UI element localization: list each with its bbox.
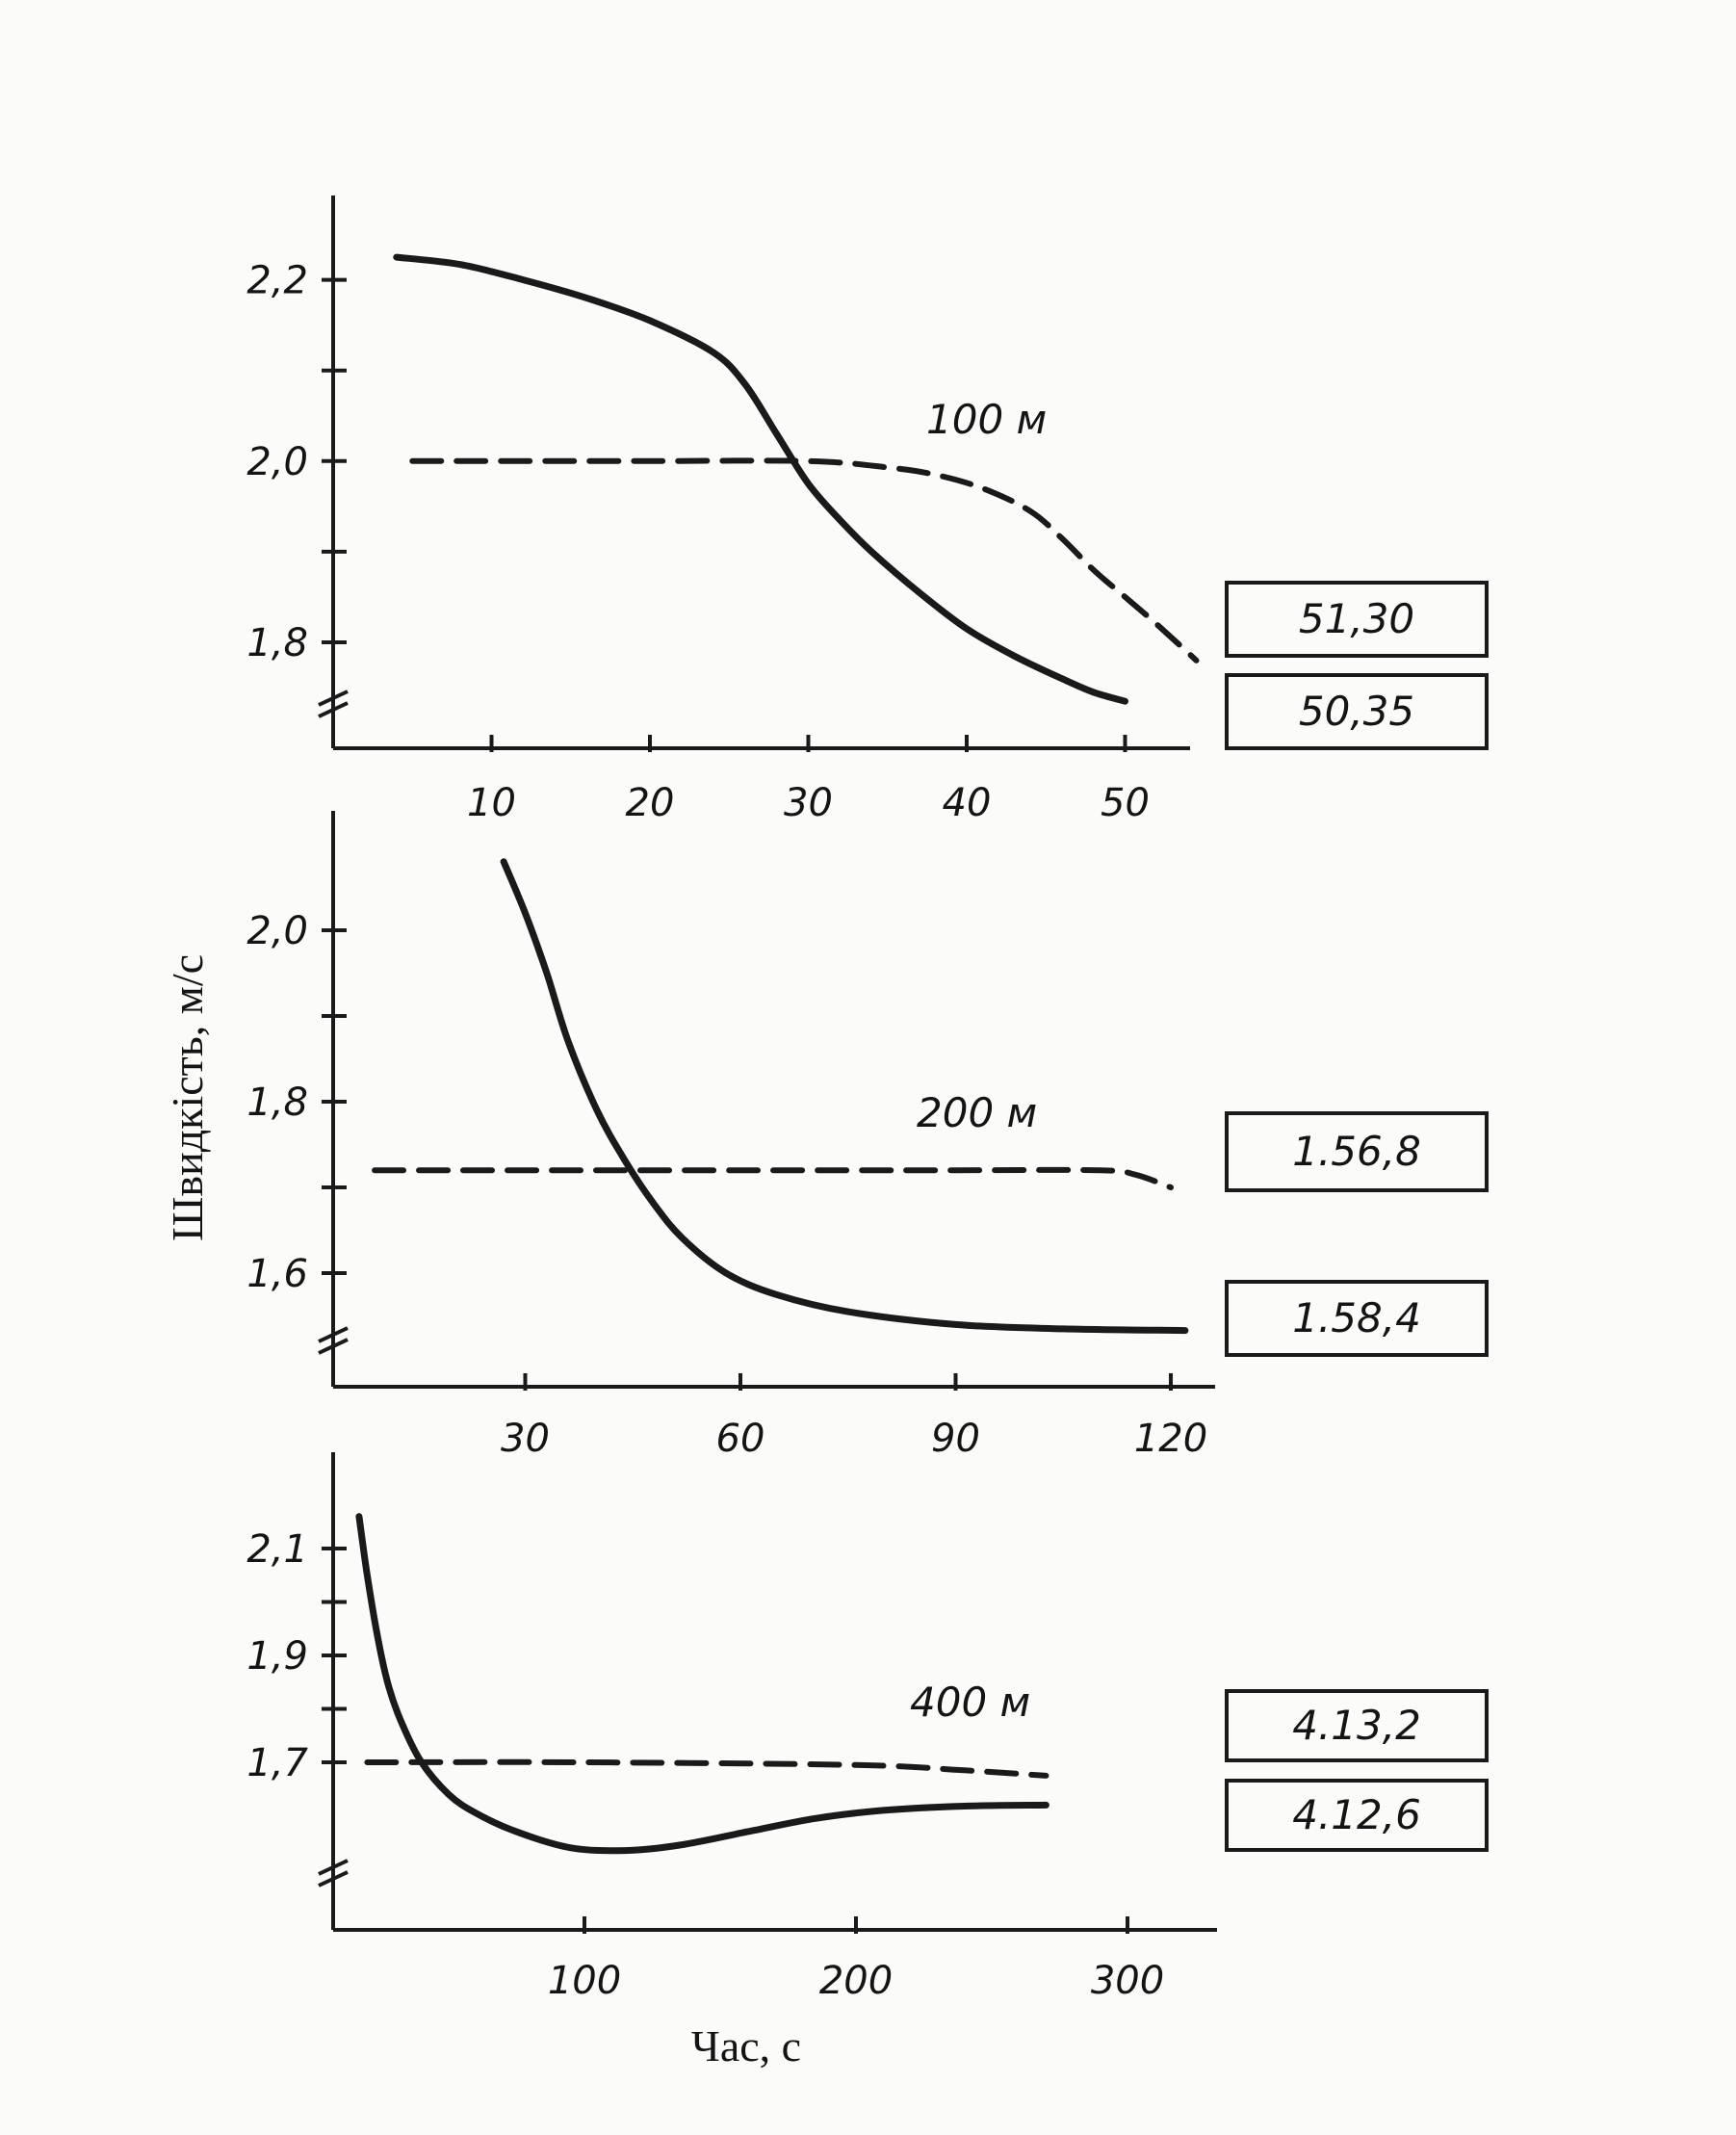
result-400m-dashed: 4.13,2 xyxy=(1292,1702,1421,1749)
chart-200m-x-tick-label: 60 xyxy=(716,1417,765,1461)
chart-200m-x-tick-label: 90 xyxy=(931,1417,980,1461)
chart-400m-axis-break-mark xyxy=(318,1859,349,1876)
chart-100m-label: 100 м xyxy=(926,396,1047,443)
result-box-100m-solid: 50,35 xyxy=(1225,673,1489,750)
chart-100m-y-tick-label: 2,0 xyxy=(246,440,308,484)
chart-100m-x-tick-label: 20 xyxy=(626,781,675,825)
chart-400m-y-tick-label: 1,7 xyxy=(246,1741,308,1785)
chart-100m-x-tick-label: 10 xyxy=(467,781,516,825)
chart-400m-x-tick-label: 100 xyxy=(548,1959,621,2003)
result-200m-dashed: 1.56,8 xyxy=(1292,1128,1421,1175)
result-200m-solid: 1.58,4 xyxy=(1292,1294,1421,1341)
chart-100m-axis-break-mark xyxy=(318,701,349,718)
chart-100m-dashed-line xyxy=(409,457,1200,664)
chart-200m-y-tick-label: 1,6 xyxy=(246,1252,308,1296)
chart-100m-x-tick-label: 30 xyxy=(784,781,833,825)
chart-200m-x-tick-label: 30 xyxy=(501,1417,550,1461)
chart-100m-axis-break-mark xyxy=(318,690,349,707)
chart-100m-y-tick-label: 2,2 xyxy=(246,259,308,303)
chart-200m-y-tick-label: 1,8 xyxy=(246,1081,308,1125)
result-box-100m-dashed: 51,30 xyxy=(1225,581,1489,658)
chart-100m-y-tick-label: 1,8 xyxy=(246,621,308,665)
chart-200m-dashed-line xyxy=(372,1166,1174,1190)
chart-400m-solid-line xyxy=(355,1513,1049,1855)
chart-400m-panel: 400 м 1,7 1,9 2,1 100 200 300 xyxy=(246,1452,1217,2003)
chart-400m-axis-break-mark xyxy=(318,1870,349,1888)
chart-100m-solid-line xyxy=(393,253,1128,705)
y-axis-title: Швидкість, м/с xyxy=(163,954,212,1241)
chart-400m-dashed-line xyxy=(364,1758,1049,1779)
result-box-200m-dashed: 1.56,8 xyxy=(1225,1111,1489,1192)
chart-200m-x-tick-label: 120 xyxy=(1134,1417,1207,1461)
chart-400m-y-tick-label: 2,1 xyxy=(246,1527,308,1572)
chart-100m-x-tick-label: 50 xyxy=(1101,781,1150,825)
x-axis-title: Час, с xyxy=(691,2021,801,2070)
chart-200m-axis-break-mark xyxy=(318,1326,349,1343)
result-box-200m-solid: 1.58,4 xyxy=(1225,1280,1489,1357)
chart-100m-panel: 100 м 1,8 2,0 2,2 10 20 30 40 50 xyxy=(246,195,1200,825)
result-100m-solid: 50,35 xyxy=(1299,688,1414,735)
result-400m-solid: 4.12,6 xyxy=(1292,1791,1421,1838)
result-100m-dashed: 51,30 xyxy=(1299,595,1414,642)
chart-400m-x-tick-label: 300 xyxy=(1091,1959,1164,2003)
chart-200m-solid-line xyxy=(500,858,1189,1335)
chart-400m-x-tick-label: 200 xyxy=(819,1959,893,2003)
chart-100m-x-tick-label: 40 xyxy=(943,781,992,825)
chart-400m-label: 400 м xyxy=(910,1679,1030,1726)
chart-400m-y-tick-label: 1,9 xyxy=(246,1634,308,1679)
chart-200m-label: 200 м xyxy=(917,1089,1037,1136)
chart-200m-axis-break-mark xyxy=(318,1338,349,1355)
chart-200m-panel: 200 м 1,6 1,8 2,0 30 60 90 120 xyxy=(246,811,1215,1461)
result-box-400m-solid: 4.12,6 xyxy=(1225,1779,1489,1852)
result-box-400m-dashed: 4.13,2 xyxy=(1225,1689,1489,1762)
chart-200m-y-tick-label: 2,0 xyxy=(246,909,308,953)
